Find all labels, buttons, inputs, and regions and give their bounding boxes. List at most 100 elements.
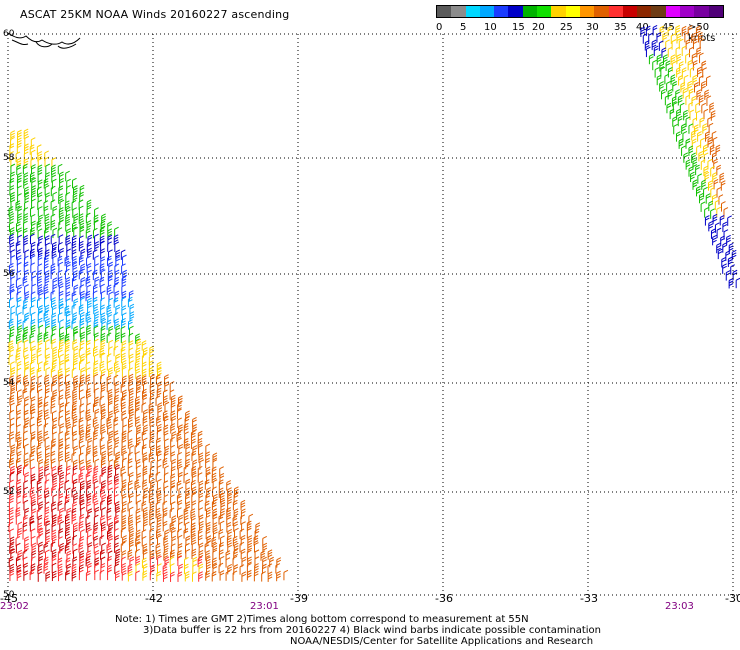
wind-barb [45, 571, 51, 582]
wind-barb [94, 569, 100, 581]
wind-barb [100, 297, 105, 308]
wind-barb [9, 242, 15, 253]
wind-barb [197, 437, 203, 449]
wind-barb [113, 403, 119, 414]
wind-barb [162, 571, 168, 582]
wind-barb [50, 458, 56, 469]
wind-barb [30, 423, 35, 435]
wind-barb [198, 507, 204, 518]
wind-barb [45, 445, 50, 456]
wind-barb [23, 298, 28, 309]
wind-barb [114, 501, 120, 512]
wind-barb [178, 486, 184, 498]
wind-barb [135, 368, 140, 379]
wind-barb [37, 494, 42, 505]
wind-barb [10, 191, 15, 203]
wind-barb [44, 156, 50, 168]
wind-barb [29, 332, 35, 344]
wind-barb [51, 485, 56, 497]
wind-barb [240, 548, 246, 560]
wind-barb [246, 549, 252, 561]
wind-barb [78, 438, 84, 449]
wind-barb [700, 201, 706, 212]
wind-barb [711, 194, 717, 205]
wind-barb [687, 59, 693, 71]
wind-barb [8, 354, 14, 365]
wind-barb [155, 543, 161, 554]
wind-barb [29, 388, 35, 399]
wind-barb [80, 465, 86, 477]
wind-barb [44, 235, 50, 246]
wind-barb [65, 528, 70, 539]
wind-barb [121, 471, 127, 483]
wind-barb [108, 367, 113, 378]
wind-barb [114, 241, 120, 252]
wind-barb [64, 401, 70, 413]
wind-barb [114, 394, 119, 406]
wind-barb [218, 479, 224, 490]
wind-barb [114, 388, 120, 399]
axis-labels-layer: 60 58 56 54 52 50-45 -42 -39 -36 -33 -30 23:02 23:01… [0, 29, 740, 612]
wind-barb [672, 101, 678, 113]
wind-barb [37, 571, 43, 582]
wind-barb [8, 556, 14, 567]
wind-barb [128, 387, 134, 399]
wind-barb [163, 494, 169, 505]
wind-barb [92, 227, 98, 239]
wind-barb [113, 297, 119, 308]
wind-barb [644, 40, 650, 51]
wind-barb [86, 324, 91, 336]
wind-barb [678, 138, 684, 149]
wind-barb [705, 131, 710, 142]
wind-barb [58, 394, 64, 406]
wind-barb [43, 311, 49, 322]
wind-barb [58, 536, 63, 547]
wind-barb [78, 304, 84, 315]
wind-barb [44, 291, 49, 302]
wind-barb [87, 528, 92, 540]
wind-barb [16, 262, 22, 273]
wind-barb [691, 138, 697, 149]
wind-barb [50, 297, 56, 308]
wind-barb [121, 312, 127, 323]
wind-barb [24, 143, 29, 154]
wind-barb [78, 347, 84, 358]
wind-barb [31, 220, 36, 232]
wind-barb [127, 458, 133, 469]
wind-barb [204, 479, 210, 490]
wind-barb [79, 564, 84, 575]
wind-barb [17, 527, 22, 539]
wind-barb [71, 408, 77, 420]
lat-label: 50 [3, 590, 15, 600]
wind-barb [205, 528, 211, 540]
wind-barb [156, 451, 162, 462]
wind-barb [107, 499, 112, 511]
wind-barb [162, 457, 168, 469]
wind-barb [43, 401, 49, 413]
wind-barb [709, 144, 715, 155]
wind-barb [72, 534, 78, 546]
color-scale-label: 5 [460, 22, 467, 33]
wind-barb [99, 347, 105, 358]
wind-barb [149, 549, 155, 561]
wind-barb [685, 94, 691, 106]
wind-barb [681, 67, 687, 78]
wind-barb [694, 82, 699, 93]
wind-barb [262, 535, 267, 547]
wind-barb [134, 443, 140, 455]
wind-barb [662, 54, 668, 65]
wind-barb [93, 500, 99, 511]
wind-barb [43, 409, 49, 420]
wind-barb [667, 66, 673, 78]
wind-barb [106, 416, 112, 427]
wind-barb [92, 473, 98, 484]
wind-barb [15, 514, 21, 525]
wind-barb [78, 569, 84, 581]
wind-barb [64, 444, 70, 455]
wind-barb [38, 458, 44, 470]
wind-barb [688, 166, 694, 177]
wind-barb [64, 268, 70, 280]
wind-barb [142, 452, 148, 463]
wind-barb [129, 408, 134, 420]
